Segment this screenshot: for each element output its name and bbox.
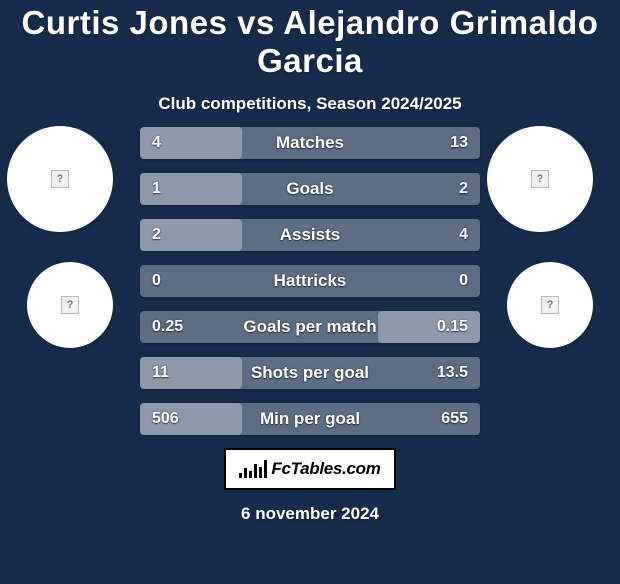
placeholder-icon: ? xyxy=(541,296,559,314)
date-label: 6 november 2024 xyxy=(0,504,620,524)
stat-label: Shots per goal xyxy=(140,363,480,383)
stat-row: 1Goals2 xyxy=(140,173,480,205)
stat-label: Assists xyxy=(140,225,480,245)
player1-photo: ? xyxy=(7,126,113,232)
stat-row: 0Hattricks0 xyxy=(140,265,480,297)
stats-table: 4Matches131Goals22Assists40Hattricks00.2… xyxy=(140,127,480,449)
stat-value-right: 13 xyxy=(450,134,468,152)
stat-label: Goals xyxy=(140,179,480,199)
stat-label: Matches xyxy=(140,133,480,153)
stat-value-right: 4 xyxy=(459,226,468,244)
stat-value-right: 2 xyxy=(459,180,468,198)
player2-photo: ? xyxy=(487,126,593,232)
stat-row: 11Shots per goal13.5 xyxy=(140,357,480,389)
stat-row: 2Assists4 xyxy=(140,219,480,251)
stat-label: Hattricks xyxy=(140,271,480,291)
stat-value-right: 655 xyxy=(441,410,468,428)
page-title: Curtis Jones vs Alejandro Grimaldo Garci… xyxy=(0,4,620,80)
logo-bars-icon xyxy=(239,460,267,478)
placeholder-icon: ? xyxy=(531,170,549,188)
placeholder-icon: ? xyxy=(61,296,79,314)
subtitle: Club competitions, Season 2024/2025 xyxy=(0,94,620,114)
stat-label: Goals per match xyxy=(140,317,480,337)
stat-row: 506Min per goal655 xyxy=(140,403,480,435)
logo-text: FcTables.com xyxy=(271,459,380,479)
stat-row: 4Matches13 xyxy=(140,127,480,159)
fctables-logo: FcTables.com xyxy=(224,448,396,490)
placeholder-icon: ? xyxy=(51,170,69,188)
stat-value-right: 0 xyxy=(459,272,468,290)
player2-club: ? xyxy=(507,262,593,348)
stat-value-right: 13.5 xyxy=(437,364,468,382)
stat-label: Min per goal xyxy=(140,409,480,429)
player1-club: ? xyxy=(27,262,113,348)
stat-row: 0.25Goals per match0.15 xyxy=(140,311,480,343)
stat-value-right: 0.15 xyxy=(437,318,468,336)
